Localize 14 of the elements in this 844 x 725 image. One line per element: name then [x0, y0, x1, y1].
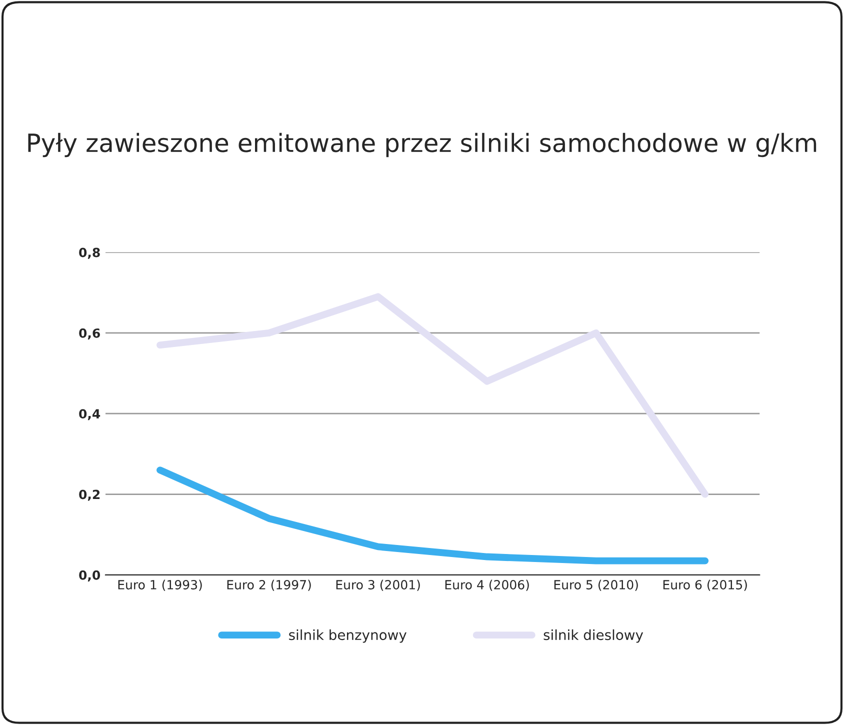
x-tick-label: Euro 3 (2001): [336, 580, 420, 591]
legend-label: silnik benzynowy: [289, 629, 406, 643]
y-tick-label: 0,4: [79, 409, 100, 420]
y-tick-label: 0,8: [79, 248, 100, 259]
legend-label: silnik dieslowy: [544, 629, 644, 643]
x-tick-label: Euro 6 (2015): [663, 580, 747, 591]
y-tick-label: 0,6: [79, 328, 100, 340]
x-tick-label: Euro 4 (2006): [445, 580, 529, 591]
y-tick-label: 0,2: [79, 490, 100, 501]
x-tick-label: Euro 2 (1997): [227, 580, 311, 591]
chart-title: Pyły zawieszone emitowane przez silniki samochodowe w g/km: [28, 132, 816, 158]
x-tick-label: Euro 5 (2010): [554, 580, 638, 591]
x-tick-label: Euro 1 (1993): [118, 580, 202, 591]
y-tick-label: 0,0: [79, 570, 100, 582]
